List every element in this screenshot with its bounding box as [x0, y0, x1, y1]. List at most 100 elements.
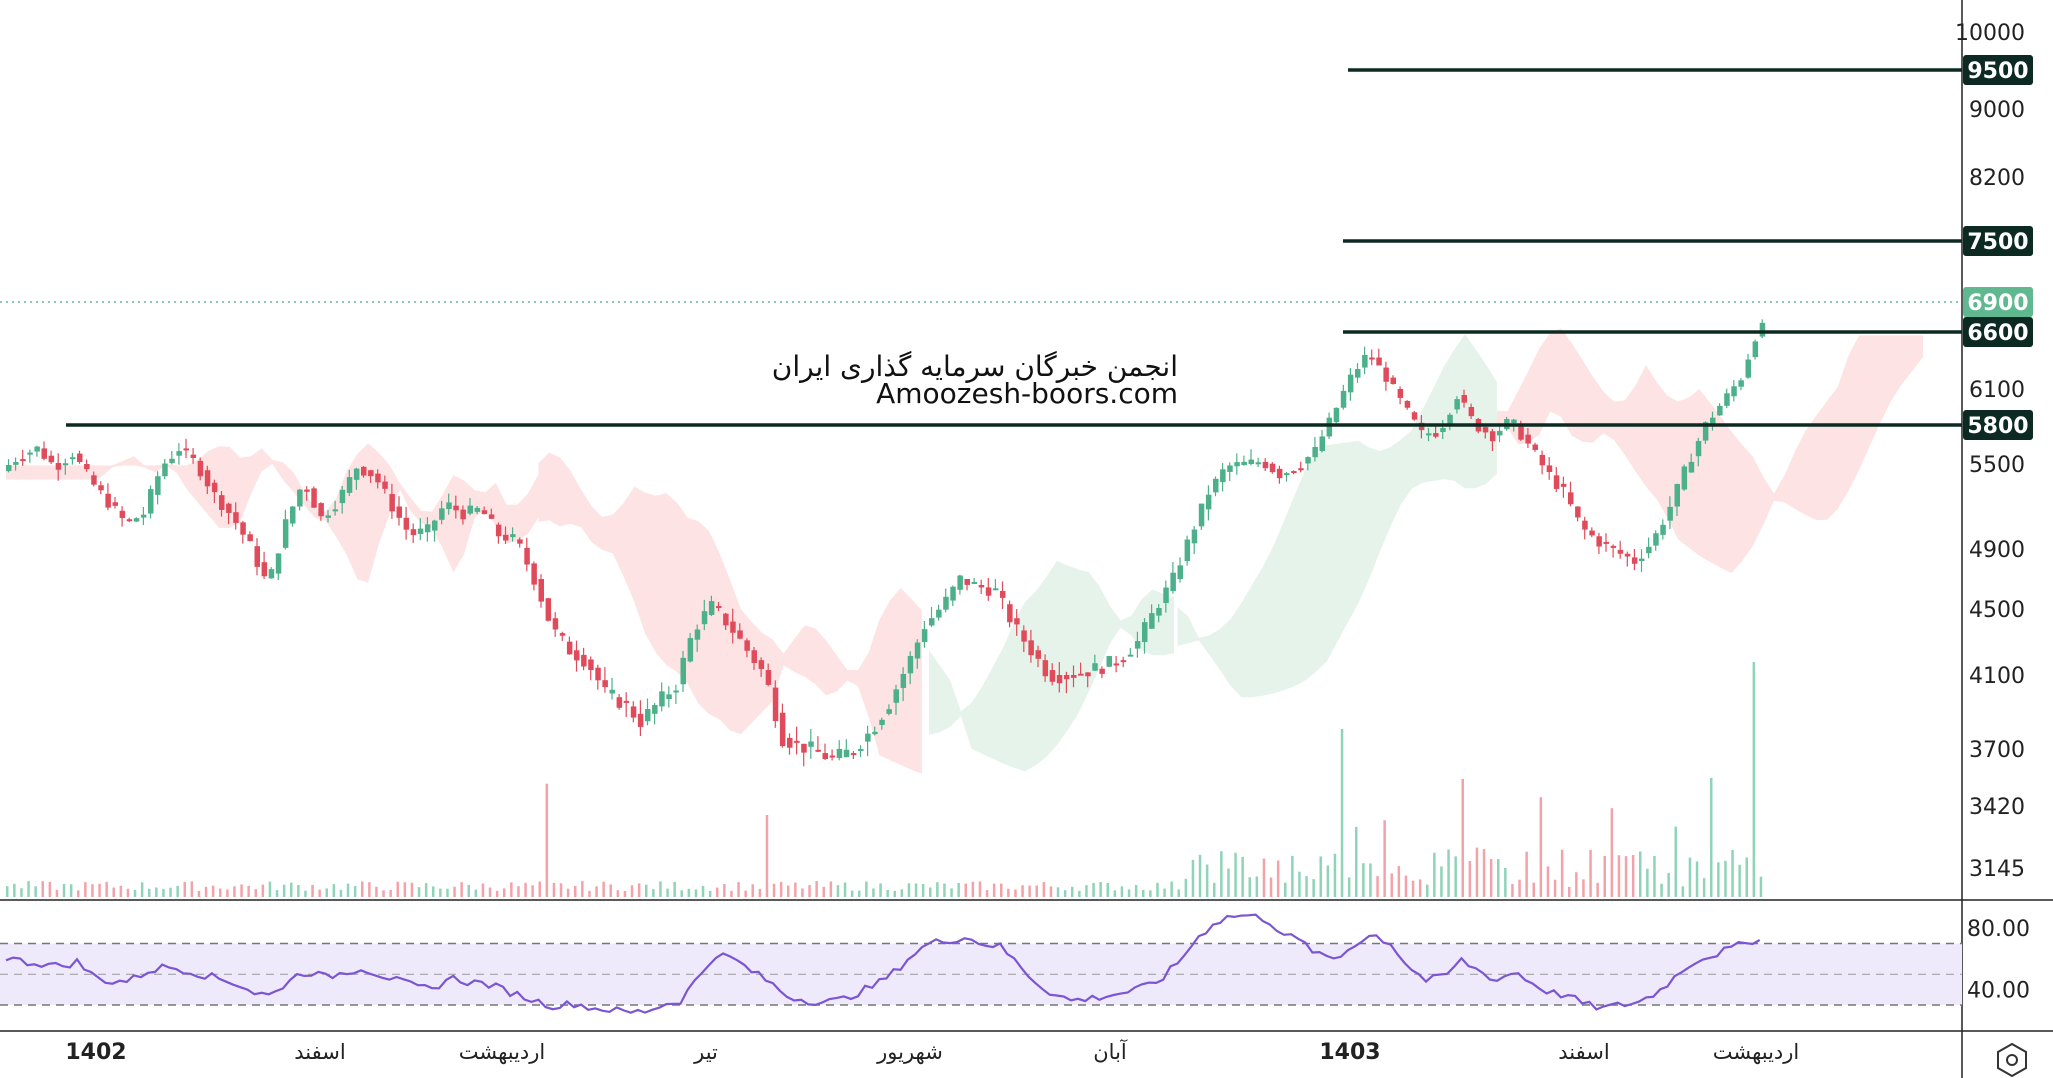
volume-bar	[13, 883, 16, 897]
support-resistance-levels[interactable]: 9500 7500 6600 5800	[66, 55, 2033, 440]
candle-body	[1759, 322, 1766, 337]
candle-body	[1305, 457, 1311, 464]
candle-body	[1674, 483, 1680, 507]
volume-bar	[77, 890, 80, 897]
candle-body	[1461, 395, 1467, 403]
volume-bar	[1042, 882, 1046, 897]
volume-bar	[1205, 864, 1209, 897]
volume-bar	[1596, 882, 1599, 897]
candle-body	[1184, 539, 1191, 561]
volume-bar	[432, 886, 435, 897]
candle-body	[1163, 587, 1169, 603]
candle-body	[297, 489, 303, 507]
price-axis[interactable]: 10000 9000 8200 6100 5500 4900 4500 4100 3700 342…	[1955, 21, 2025, 882]
volume-bar	[48, 881, 52, 897]
rsi-line	[5, 913, 1761, 1014]
volume-bar	[240, 884, 243, 897]
candle-body	[1710, 417, 1716, 425]
candle-body	[787, 737, 793, 748]
candle-body	[1695, 440, 1702, 457]
volume-bar	[403, 882, 407, 897]
volume-bar	[1120, 886, 1124, 897]
volume-bar	[495, 890, 499, 897]
volume-bar	[1646, 868, 1649, 897]
volume-bar	[1489, 858, 1493, 897]
volume-bar	[1262, 858, 1266, 897]
candle-body	[1560, 483, 1567, 487]
volume-bar	[1063, 890, 1067, 897]
candle-body	[1092, 663, 1098, 671]
volume-bar	[822, 886, 825, 897]
volume-bar	[1717, 862, 1720, 897]
candle-body	[162, 463, 168, 477]
gear-hexagon-icon[interactable]	[1997, 1042, 2027, 1078]
volume-bar	[1674, 826, 1677, 897]
volume-bar	[481, 883, 485, 897]
candle-body	[1646, 546, 1652, 554]
volume-bar	[936, 882, 939, 897]
volume-bar	[666, 888, 669, 897]
candle-body	[772, 687, 779, 722]
time-tick-label: اردیبهشت	[459, 1040, 546, 1064]
candle-body	[1355, 369, 1361, 378]
candle-body	[1170, 572, 1176, 591]
candle-body	[460, 509, 466, 520]
volume-bar	[566, 888, 570, 897]
volume-bar	[1667, 872, 1670, 897]
volume-bar	[98, 883, 101, 897]
candle-body	[957, 575, 963, 590]
candle-body	[843, 749, 850, 758]
candle-body	[716, 606, 722, 608]
candle-body	[865, 733, 871, 742]
volume-bar	[985, 890, 989, 897]
candle-body	[1454, 399, 1460, 410]
volume-bar	[978, 881, 982, 897]
volume-bar	[744, 890, 747, 897]
candle-body	[872, 731, 878, 735]
volume-bar	[62, 883, 66, 897]
volume-bar	[1284, 882, 1287, 897]
candle-body	[1518, 424, 1524, 440]
candle-body	[1745, 359, 1751, 378]
candle-body	[432, 520, 438, 531]
candle-body	[815, 749, 821, 752]
candle-body	[623, 700, 630, 703]
candle-body	[361, 466, 367, 476]
candle-body	[1291, 471, 1297, 474]
volume-bar	[474, 889, 478, 897]
volume-bar	[1504, 868, 1507, 897]
time-tick-label: اردیبهشت	[1713, 1040, 1800, 1064]
candle-body	[1603, 541, 1609, 544]
volume-bar	[794, 882, 797, 897]
candle-body	[559, 633, 566, 636]
volume-bar	[574, 885, 577, 897]
volume-bar	[1681, 886, 1685, 897]
volume-bar	[1411, 880, 1415, 897]
volume-bar	[900, 889, 904, 897]
volume-bar	[346, 883, 350, 897]
candle-body	[261, 562, 268, 577]
candle-body	[758, 660, 765, 670]
volume-bar	[290, 882, 293, 897]
volume-bar	[588, 890, 591, 897]
volume-bar	[190, 881, 194, 897]
cloud-segment	[1497, 328, 1923, 573]
volume-bar	[1560, 849, 1564, 897]
candle-body	[517, 539, 523, 544]
volume-bar	[723, 884, 726, 897]
candle-body	[417, 528, 424, 534]
candle-body	[1191, 529, 1198, 544]
candle-body	[1397, 389, 1404, 398]
volume-bar	[1248, 877, 1251, 897]
candle-body	[1042, 660, 1049, 677]
volume-bar	[943, 883, 946, 897]
candle-body	[226, 503, 232, 513]
time-tick-label: شهریور	[876, 1040, 943, 1064]
candle-body	[1624, 553, 1631, 557]
volume-bar	[162, 889, 165, 897]
candle-body	[893, 689, 899, 703]
candle-body	[382, 481, 388, 489]
time-axis[interactable]: 1402 اسفند اردیبهشت تیر شهریور آبان 1403 اسفند ا…	[65, 1039, 1799, 1065]
candle-body	[1149, 613, 1155, 629]
